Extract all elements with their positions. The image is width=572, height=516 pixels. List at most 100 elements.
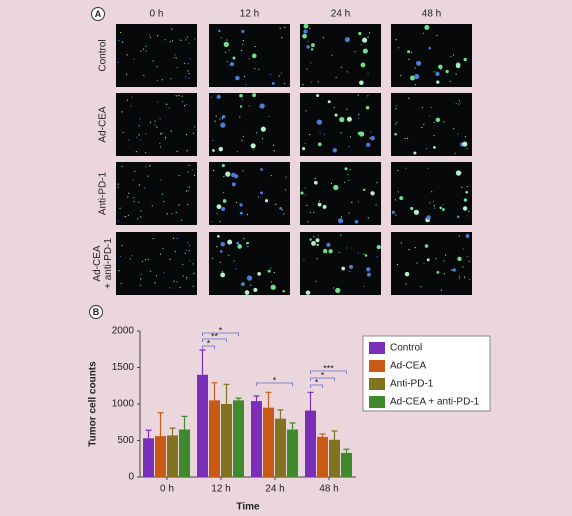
cell [313, 180, 318, 185]
cell [458, 235, 460, 237]
error-bar [319, 433, 326, 437]
cells [118, 237, 195, 289]
panel-badge [91, 7, 105, 21]
cell [236, 151, 239, 153]
error-bar [331, 430, 338, 440]
cell [149, 36, 152, 38]
cell [424, 244, 429, 248]
error-bar [181, 415, 188, 430]
cell [346, 71, 348, 73]
cell [176, 281, 178, 283]
cell [242, 170, 244, 172]
micrograph [391, 93, 472, 156]
cell [185, 278, 188, 280]
cell [273, 150, 275, 152]
cell [175, 211, 177, 214]
bar [179, 429, 190, 477]
cell [338, 218, 344, 224]
cell [178, 204, 180, 206]
cell [222, 199, 227, 203]
cell [221, 207, 226, 212]
cell [424, 24, 430, 30]
cell [166, 103, 168, 105]
cell [183, 105, 186, 107]
cell [317, 234, 320, 236]
cell [440, 289, 442, 291]
cell [216, 213, 218, 215]
panel-label: B [93, 307, 100, 317]
bar [263, 407, 274, 477]
cell [131, 255, 133, 257]
cells [211, 235, 285, 295]
cell [212, 169, 215, 172]
cell [191, 169, 193, 171]
cell [335, 287, 341, 294]
cell [346, 247, 348, 249]
cell [435, 117, 441, 123]
cell [309, 28, 311, 30]
cell [311, 240, 316, 246]
cell [260, 191, 264, 195]
cell [145, 259, 147, 261]
cell [140, 216, 142, 218]
cell [331, 54, 333, 56]
cell [455, 73, 457, 75]
bar [317, 436, 328, 477]
cell [219, 261, 221, 263]
legend-swatch [369, 360, 385, 372]
cell [118, 270, 120, 272]
bar [221, 404, 232, 477]
cell [182, 100, 184, 103]
cell [221, 117, 223, 119]
cell [410, 206, 414, 211]
cell [218, 146, 224, 152]
cell [432, 200, 434, 203]
cell [316, 243, 319, 247]
cell [140, 210, 142, 212]
cell [367, 73, 369, 75]
cell [311, 81, 313, 83]
cell [335, 76, 337, 79]
cell [212, 139, 214, 142]
cell [269, 73, 272, 76]
cell [302, 33, 307, 39]
legend-label: Control [390, 343, 422, 354]
significance-bracket [310, 370, 347, 374]
cell [192, 263, 194, 265]
cell [333, 184, 339, 191]
cell [347, 173, 349, 176]
micrograph [391, 232, 472, 295]
cell [394, 132, 397, 136]
cells [303, 234, 381, 295]
cell [182, 275, 184, 277]
cell [284, 189, 286, 191]
cell [160, 179, 162, 181]
cell [436, 34, 438, 37]
cell [133, 200, 135, 202]
cell [433, 145, 436, 149]
micrograph [300, 24, 381, 87]
cell [119, 31, 122, 34]
x-axis-title: Time [236, 502, 260, 513]
cell [281, 209, 283, 211]
cell [178, 94, 180, 97]
cell [130, 105, 132, 107]
cell [194, 126, 196, 128]
cell [256, 132, 258, 134]
column-label: 0 h [150, 9, 164, 20]
cell [242, 40, 244, 42]
cell [149, 121, 152, 123]
error-bar [253, 395, 260, 402]
cell [259, 103, 265, 109]
error-bar [223, 383, 230, 404]
cell [440, 68, 442, 71]
cell [254, 67, 256, 70]
cell [239, 93, 243, 98]
cell [413, 151, 417, 155]
cell [136, 136, 138, 138]
cell [220, 37, 222, 39]
cell [154, 124, 156, 126]
cell [145, 151, 147, 154]
error-bar [235, 397, 242, 401]
